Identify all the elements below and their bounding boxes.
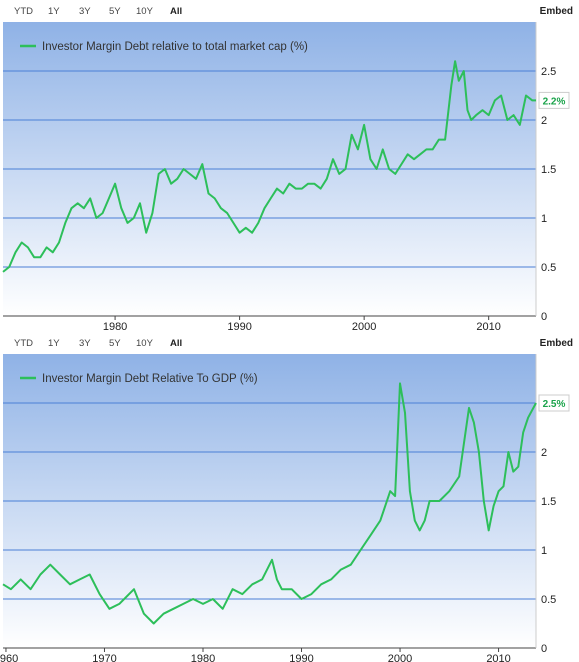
y-tick-label: 0.5 <box>541 262 556 274</box>
embed-button[interactable]: Embed <box>539 338 573 349</box>
x-tick-label: 2000 <box>352 321 376 330</box>
chart-panel-market-cap: YTD 1Y 3Y 5Y 10Y All Embed 0 0.5 1 1.5 2 2.5 1… <box>0 0 579 330</box>
last-value-badge <box>538 91 570 109</box>
range-5y-button[interactable]: 5Y <box>109 6 121 17</box>
y-tick-label: 2 <box>541 115 547 127</box>
y-tick-label: 1 <box>541 213 547 225</box>
margin-debt-gdp-chart: 00.511.522.5196019701980199020002010Inve… <box>0 354 570 662</box>
y-tick-label: 0.5 <box>541 594 556 606</box>
y-tick-label: 1.5 <box>541 164 556 176</box>
margin-debt-market-cap-chart: 0 0.5 1 1.5 2 2.5 1980 1990 2000 2010 Investor Mar… <box>2 22 570 330</box>
x-tick-label: 1960 <box>0 653 18 662</box>
embed-button[interactable]: Embed <box>539 6 573 17</box>
x-tick-label: 1970 <box>92 653 116 662</box>
range-5y-button[interactable]: 5Y <box>109 338 121 349</box>
series-line <box>2 60 536 273</box>
legend-label[interactable]: Investor Margin Debt Relative To GDP (%) <box>42 373 258 385</box>
x-tick-label: 1980 <box>191 653 215 662</box>
range-ytd-button[interactable]: YTD <box>14 6 33 17</box>
x-tick-label: 2000 <box>388 653 412 662</box>
y-tick-label: 1 <box>541 545 547 557</box>
legend-label[interactable]: Investor Margin Debt relative to total m… <box>42 41 308 53</box>
x-tick-label: 1990 <box>289 653 313 662</box>
range-all-button[interactable]: All <box>170 338 183 349</box>
chart-panel-gdp: YTD 1Y 3Y 5Y 10Y All Embed 00.511.522.51… <box>0 332 579 662</box>
range-3y-button[interactable]: 3Y <box>79 338 91 349</box>
last-value-label: 2.2% <box>543 96 566 107</box>
range-selector: YTD 1Y 3Y 5Y 10Y All <box>0 332 200 352</box>
range-1y-button[interactable]: 1Y <box>48 338 60 349</box>
y-tick-label: 2 <box>541 447 547 459</box>
range-ytd-button[interactable]: YTD <box>14 338 33 349</box>
range-10y-button[interactable]: 10Y <box>136 338 153 349</box>
x-tick-label: 1990 <box>227 321 251 330</box>
y-tick-label: 0 <box>541 643 547 655</box>
last-value-badge <box>538 394 570 412</box>
range-1y-button[interactable]: 1Y <box>48 6 60 17</box>
x-tick-label: 1980 <box>103 321 127 330</box>
series-line <box>2 382 537 625</box>
range-3y-button[interactable]: 3Y <box>79 6 91 17</box>
y-tick-label: 1.5 <box>541 496 556 508</box>
y-tick-label: 2.5 <box>541 66 556 78</box>
range-selector: YTD 1Y 3Y 5Y 10Y All <box>0 0 200 20</box>
last-value-label: 2.5% <box>543 399 566 410</box>
range-all-button[interactable]: All <box>170 6 183 17</box>
x-tick-label: 2010 <box>476 321 500 330</box>
x-tick-label: 2010 <box>486 653 510 662</box>
range-10y-button[interactable]: 10Y <box>136 6 153 17</box>
y-tick-label: 0 <box>541 311 547 323</box>
